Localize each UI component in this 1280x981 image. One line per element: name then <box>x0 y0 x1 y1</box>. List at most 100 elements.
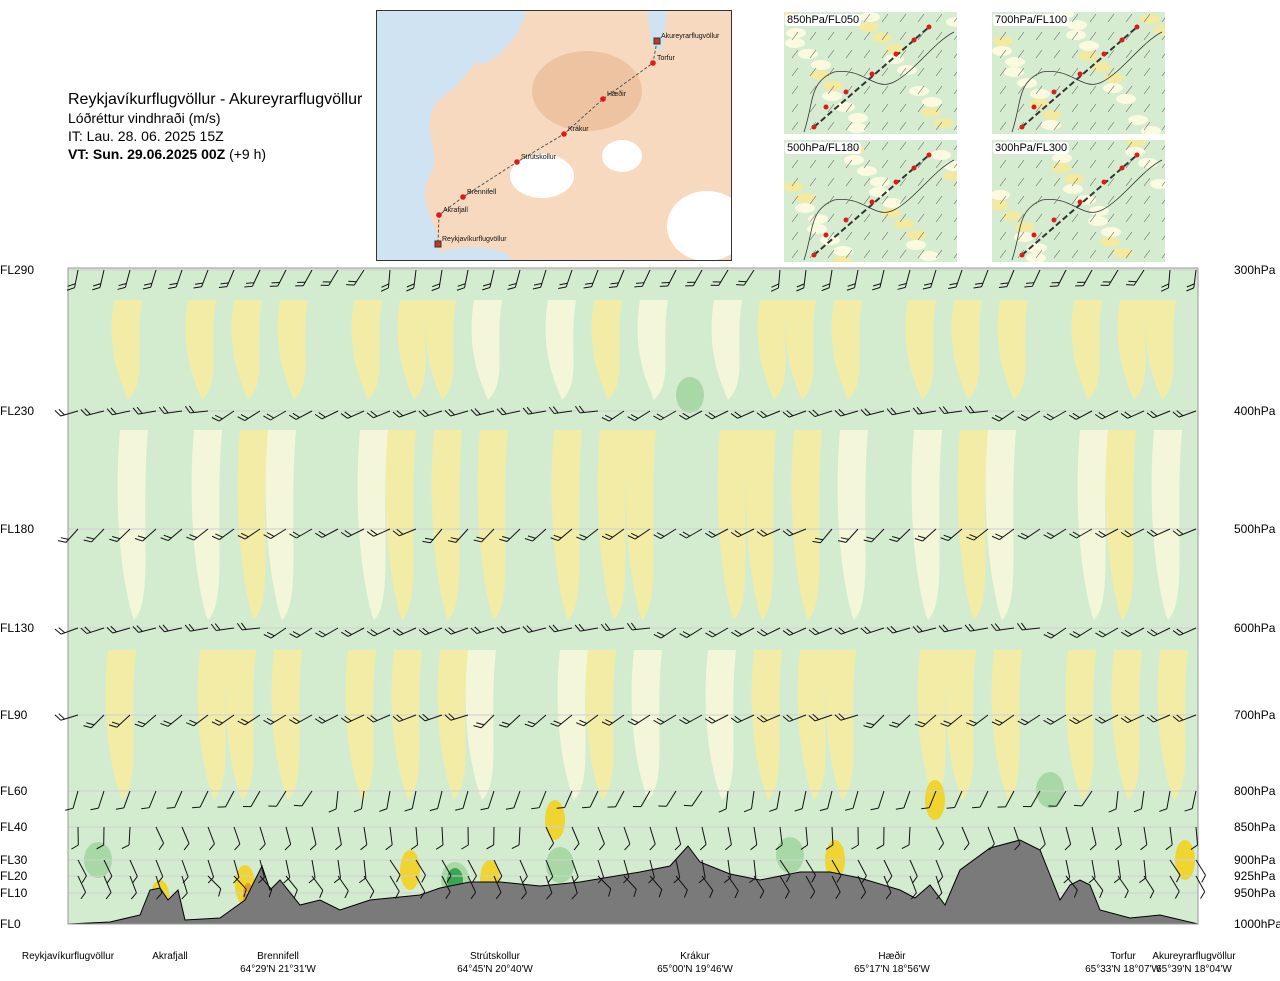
minimap-field <box>1088 216 1108 226</box>
minimap-waypoint <box>1119 165 1125 171</box>
wind-contour <box>351 300 382 400</box>
wind-contour <box>1065 650 1096 800</box>
wind-barb <box>576 714 599 727</box>
wind-barb <box>749 859 757 884</box>
minimap-barb <box>1017 49 1025 59</box>
minimap-barb <box>827 121 835 131</box>
minimap-barb <box>935 85 943 95</box>
minimap-field <box>822 91 842 101</box>
wind-barb <box>418 713 443 722</box>
waypoint-label: Hæðir <box>607 90 627 98</box>
minimap-field <box>897 65 917 75</box>
minimap-barb <box>899 177 907 187</box>
minimap-barb <box>827 249 835 259</box>
wind-contour <box>191 430 222 620</box>
minimap-barb <box>999 67 1007 77</box>
wind-barb <box>519 875 527 900</box>
location-name: Krákur <box>680 951 710 962</box>
wind-barb <box>493 859 503 884</box>
wind-barb <box>964 405 989 414</box>
minimap-barb <box>1161 35 1165 41</box>
minimap-barb <box>1017 231 1025 241</box>
minimap-waypoint <box>1019 124 1025 130</box>
minimap-field <box>844 155 864 165</box>
minimap-barb <box>1053 231 1061 241</box>
wind-contour <box>391 650 422 800</box>
minimap-barb <box>881 231 889 241</box>
minimap-barb <box>845 195 853 205</box>
minimap-field <box>1064 174 1084 184</box>
wind-barb <box>186 528 209 541</box>
wind-barb <box>948 269 963 290</box>
minimap-barb <box>845 85 853 95</box>
minimap-barb <box>863 49 871 59</box>
wind-barb <box>496 625 521 634</box>
location-coordinates: 65°39'N 18°04'W <box>1156 964 1232 975</box>
location-label: Torfur 65°33'N 18°07'W <box>1085 950 1161 976</box>
minimap-barb <box>935 13 943 23</box>
wind-contour <box>711 300 742 400</box>
minimap-waypoint <box>1031 104 1037 110</box>
minimap-barb <box>1107 85 1115 95</box>
minimap-850-label: 850hPa/FL050 <box>785 14 862 26</box>
minimap-barb <box>827 177 835 187</box>
wind-barb <box>184 623 209 632</box>
wind-barb <box>782 627 807 636</box>
minimap-barb <box>881 195 889 205</box>
wind-barb <box>770 269 781 292</box>
wind-barb <box>415 875 426 899</box>
minimap-300: 300hPa/FL300 <box>992 140 1165 262</box>
route-title: Reykjavíkurflugvöllur - Akureyrarflugvöl… <box>68 91 363 108</box>
minimap-barb <box>791 121 799 131</box>
wind-barb <box>181 826 190 851</box>
chart-header: Reykjavíkurflugvöllur - Akureyrarflugvöl… <box>68 90 362 163</box>
updraft-cell <box>400 850 420 890</box>
minimap-barb <box>881 67 889 77</box>
wind-barb <box>314 410 339 420</box>
minimap-field <box>870 177 890 187</box>
wind-barb <box>935 826 945 851</box>
wind-barb <box>736 269 755 286</box>
wind-barb <box>1146 528 1171 537</box>
minimap-field <box>810 70 830 80</box>
minimap-barb <box>863 195 871 205</box>
minimap-barb <box>917 177 925 187</box>
minimap-barb <box>1161 235 1165 241</box>
wind-barb <box>1069 627 1093 638</box>
wind-barb <box>837 528 859 543</box>
minimap-barb <box>1089 85 1097 95</box>
wind-barb <box>1172 528 1197 537</box>
wind-barb <box>550 714 573 727</box>
wind-contour <box>385 430 416 620</box>
minimap-barb <box>1071 103 1079 113</box>
wind-barb <box>103 859 113 884</box>
plot-frame <box>67 267 1199 925</box>
wind-barb <box>679 627 703 638</box>
airport-marker <box>653 37 661 45</box>
minimap-field <box>885 44 905 54</box>
wind-barb <box>626 622 651 631</box>
minimap-field <box>835 102 855 112</box>
minimap-field <box>1104 73 1124 83</box>
minimap-barb <box>1161 181 1165 187</box>
minimap-barb <box>899 213 907 223</box>
wind-barb <box>337 875 349 899</box>
location-label: Hæðir 65°17'N 18°56'W <box>854 950 930 976</box>
wind-barb <box>782 528 807 537</box>
minimap-field <box>1101 227 1121 237</box>
minimap-field <box>1052 153 1072 163</box>
minimap-barb <box>881 85 889 95</box>
minimap-barb <box>1071 213 1079 223</box>
minimap-barb <box>1125 67 1133 77</box>
wind-contour <box>231 300 262 400</box>
minimap-barb <box>1089 195 1097 205</box>
pressure-level-label: 950hPa <box>1234 886 1276 900</box>
wind-barb <box>548 406 573 415</box>
wind-barb <box>1017 528 1041 540</box>
minimap-barb <box>1107 141 1115 151</box>
wind-barb <box>909 875 917 900</box>
flight-level-label: FL40 <box>0 820 28 834</box>
minimap-field <box>1079 41 1099 51</box>
minimap-barb <box>935 67 943 77</box>
location-name: Strútskollur <box>469 951 520 962</box>
